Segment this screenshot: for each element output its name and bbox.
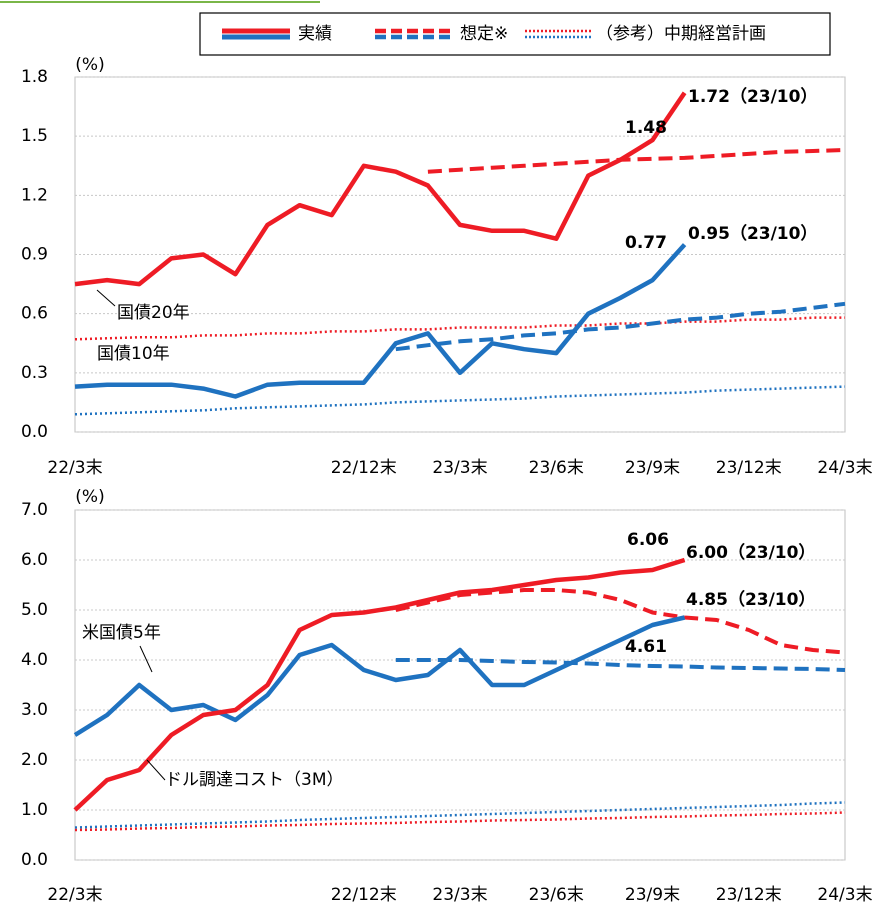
annotation: 1.72（23/10） xyxy=(688,86,817,107)
x-tick-label: 23/6末 xyxy=(529,458,584,478)
series-forecast xyxy=(427,148,846,174)
y-tick-label: 0.9 xyxy=(21,245,48,265)
x-tick-label: 23/12末 xyxy=(716,458,782,478)
legend-box xyxy=(199,12,831,56)
y-tick-label: 1.0 xyxy=(21,800,48,820)
annotation: 4.61 xyxy=(625,637,667,657)
series-forecast xyxy=(395,588,846,655)
x-tick-label: 23/6末 xyxy=(529,885,584,905)
leader-line xyxy=(139,645,153,673)
series-plan xyxy=(74,316,845,341)
series-label: ドル調達コスト（3M） xyxy=(165,770,343,790)
x-tick-label: 23/9末 xyxy=(625,458,680,478)
y-tick-label: 1.5 xyxy=(21,126,48,146)
annotation: 4.85（23/10） xyxy=(686,589,815,610)
x-tick-label: 22/12末 xyxy=(331,885,397,905)
y-tick-label: 0.3 xyxy=(21,363,48,383)
y-tick-label: 0.0 xyxy=(21,422,48,442)
x-tick-label: 23/12末 xyxy=(716,885,782,905)
series-forecast xyxy=(395,301,846,352)
series-label: 国債10年 xyxy=(97,344,170,364)
legend-label: 実績 xyxy=(298,24,332,44)
leader-line xyxy=(146,759,166,781)
x-tick-label: 23/9末 xyxy=(625,885,680,905)
series-forecast xyxy=(395,658,846,672)
annotation: 1.48 xyxy=(625,118,667,138)
legend-label: 想定※ xyxy=(460,24,508,44)
y-tick-label: 0.0 xyxy=(21,850,48,870)
y-tick-label: 0.6 xyxy=(21,304,48,324)
annotation: 0.77 xyxy=(625,233,667,253)
x-tick-label: 24/3末 xyxy=(817,458,872,478)
series-label: 米国債5年 xyxy=(82,623,161,643)
x-tick-label: 22/12末 xyxy=(331,458,397,478)
x-tick-label: 23/3末 xyxy=(432,885,487,905)
series-values xyxy=(73,615,686,737)
x-tick-label: 24/3末 xyxy=(817,885,872,905)
series-values xyxy=(73,557,686,812)
y-tick-label: 4.0 xyxy=(21,650,48,670)
leader-line xyxy=(96,289,116,307)
y-tick-label: 1.8 xyxy=(21,67,48,87)
series-plan xyxy=(74,801,846,829)
annotation: 6.06 xyxy=(627,530,669,550)
y-tick-label: 5.0 xyxy=(21,600,48,620)
series-label: 国債20年 xyxy=(117,303,190,323)
y-tick-label: 2.0 xyxy=(21,750,48,770)
y-tick-label: 6.0 xyxy=(21,550,48,570)
annotation: 0.95（23/10） xyxy=(688,223,817,244)
legend-label: （参考）中期経営計画 xyxy=(596,24,766,44)
x-tick-label: 22/3末 xyxy=(47,885,102,905)
series-values xyxy=(74,243,687,399)
y-tick-label: 7.0 xyxy=(21,500,48,520)
y-tick-label: 1.2 xyxy=(21,185,48,205)
y-tick-label: 3.0 xyxy=(21,700,48,720)
series-plan xyxy=(74,811,846,832)
series-plan xyxy=(74,385,846,416)
x-tick-label: 22/3末 xyxy=(47,458,102,478)
y-unit: (%) xyxy=(75,487,104,507)
y-unit: (%) xyxy=(75,55,104,75)
annotation: 6.00（23/10） xyxy=(686,542,815,563)
x-tick-label: 23/3末 xyxy=(432,458,487,478)
series-values xyxy=(74,91,687,287)
